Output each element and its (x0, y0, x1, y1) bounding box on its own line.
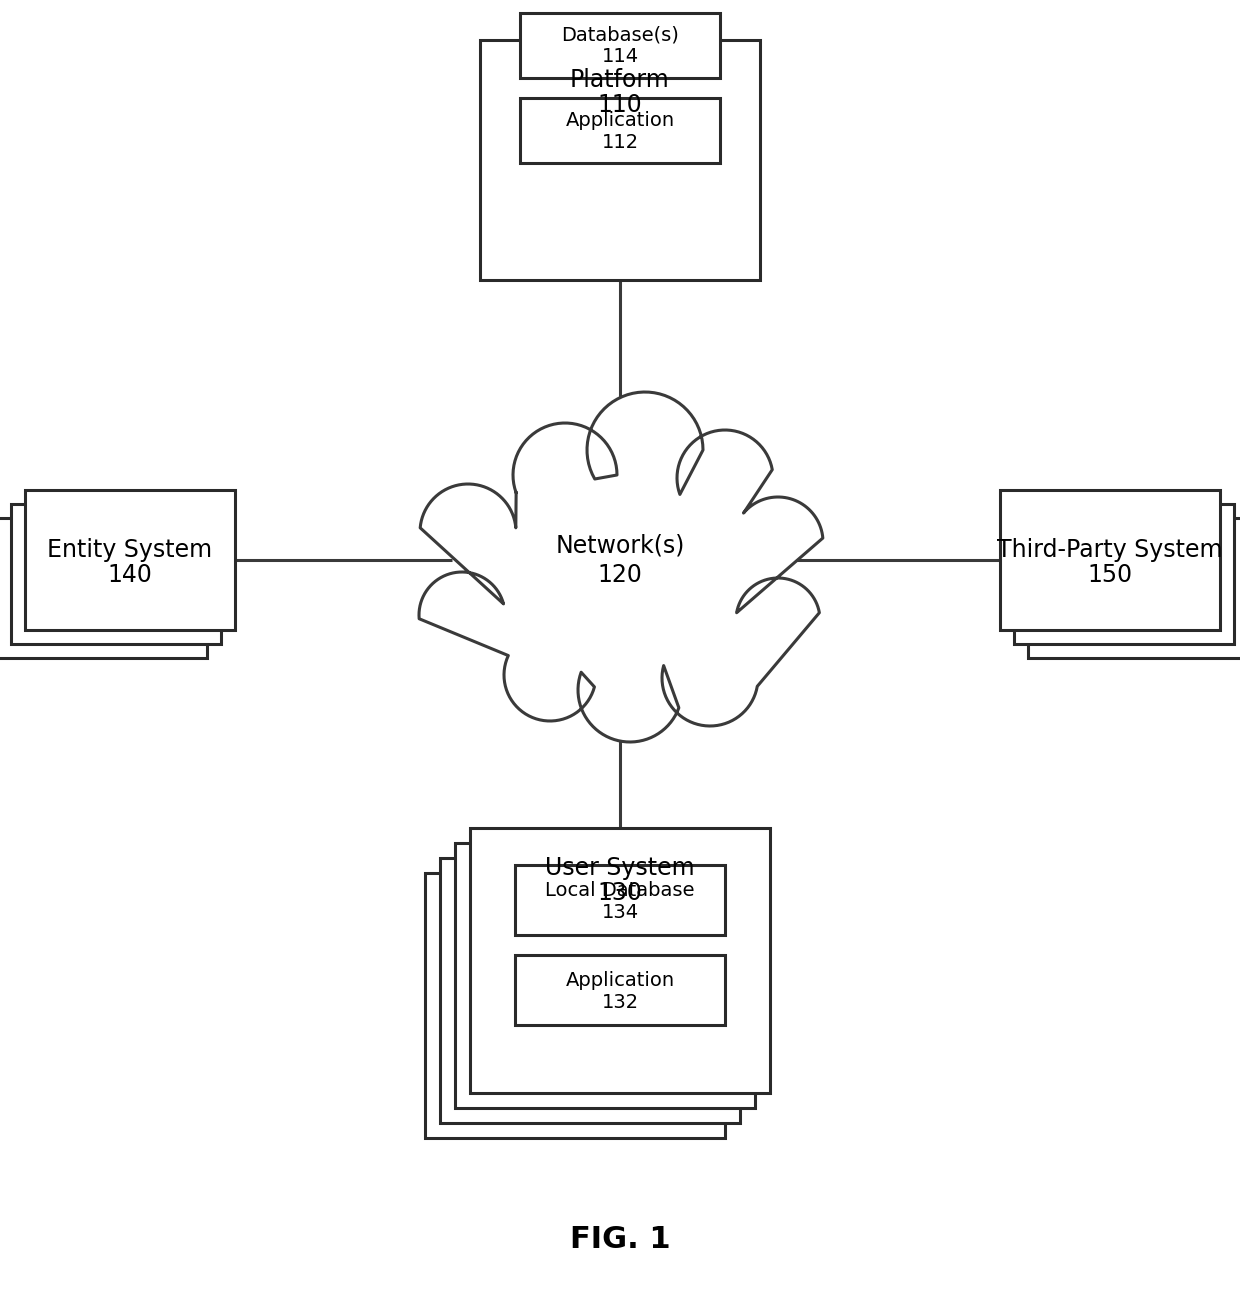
Bar (515, 955, 725, 1024)
Text: 132: 132 (601, 993, 639, 1011)
Text: 110: 110 (598, 93, 642, 117)
Text: 114: 114 (601, 47, 639, 67)
Text: Application: Application (565, 111, 675, 129)
Text: Entity System: Entity System (47, 538, 212, 562)
Bar (480, 40, 760, 281)
Text: 130: 130 (598, 881, 642, 904)
Text: Database(s): Database(s) (560, 26, 680, 44)
Bar (1028, 518, 1240, 658)
Bar (515, 865, 725, 934)
Text: 120: 120 (598, 562, 642, 587)
Text: 112: 112 (601, 133, 639, 151)
Bar (25, 489, 236, 630)
Bar (1014, 504, 1234, 643)
Bar (11, 504, 221, 643)
Text: Third-Party System: Third-Party System (997, 538, 1223, 562)
Text: 150: 150 (1087, 562, 1132, 587)
Text: FIG. 1: FIG. 1 (569, 1225, 671, 1254)
Bar (520, 13, 720, 77)
Bar (440, 857, 740, 1122)
Bar (425, 873, 725, 1138)
Text: 134: 134 (601, 903, 639, 921)
Bar (999, 489, 1220, 630)
Text: Platform: Platform (570, 68, 670, 91)
Bar (0, 518, 207, 658)
Bar (470, 827, 770, 1092)
Bar (520, 98, 720, 163)
Text: Network(s): Network(s) (556, 532, 684, 557)
Text: User System: User System (546, 856, 694, 880)
Bar (455, 843, 755, 1108)
Text: Local Database: Local Database (546, 881, 694, 899)
Text: 140: 140 (108, 562, 153, 587)
Polygon shape (419, 392, 823, 743)
Text: Application: Application (565, 971, 675, 989)
